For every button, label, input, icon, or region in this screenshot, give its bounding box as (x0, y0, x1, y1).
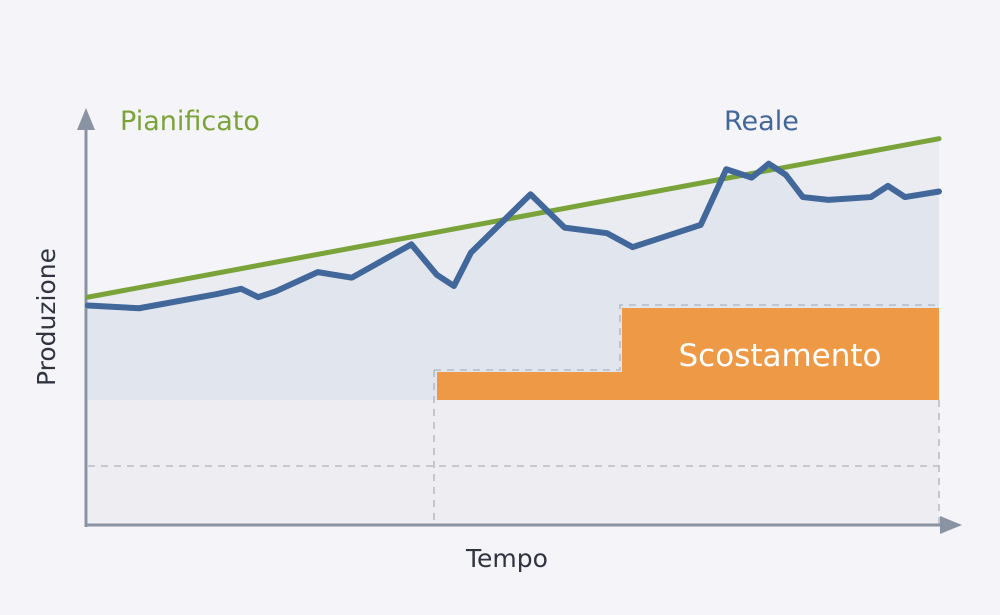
planned-line (85, 136, 942, 300)
y-axis-arrow (77, 108, 95, 130)
actual-line (85, 160, 942, 312)
dashed-step-outline (434, 304, 939, 371)
planned-area (88, 138, 939, 309)
series-label-planned: Pianificato (120, 106, 260, 137)
axes (84, 126, 944, 527)
variance-block (437, 308, 939, 400)
dashed-guides (88, 304, 940, 525)
plot-background (88, 400, 939, 525)
y-axis-label: Produzione (32, 248, 61, 386)
series-label-actual: Reale (724, 106, 799, 137)
variance-label: Scostamento (678, 338, 881, 374)
x-axis-label: Tempo (465, 544, 548, 573)
x-axis-arrow (940, 516, 962, 534)
